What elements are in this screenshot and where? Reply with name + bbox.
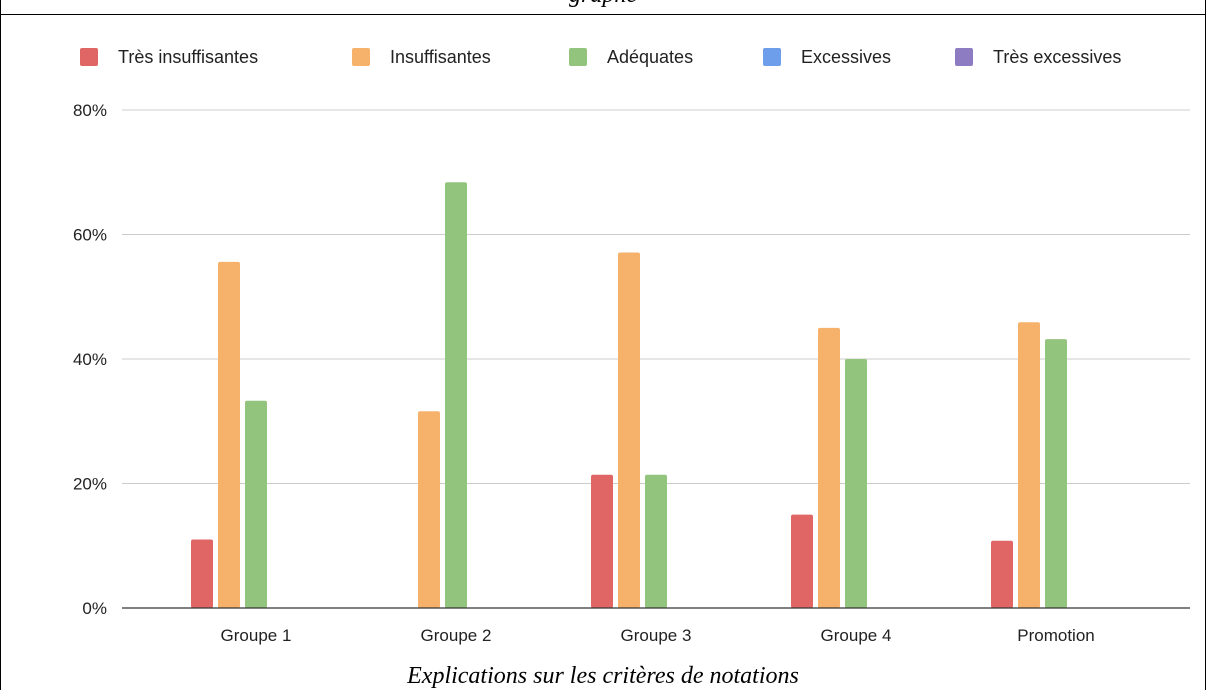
legend-label: Très excessives	[993, 47, 1121, 67]
y-tick-label: 60%	[73, 226, 107, 245]
x-axis-tick-labels: Groupe 1 Groupe 2 Groupe 3 Groupe 4 Promotio…	[221, 626, 1095, 645]
legend-label: Adéquates	[607, 47, 693, 67]
bottom-caption: Explications sur les critères de notatio…	[407, 663, 799, 689]
bar-tres-insuffisantes-groupe-4	[791, 514, 813, 608]
legend-swatch	[955, 48, 973, 66]
top-caption: graphe	[0, 0, 1206, 9]
legend-swatch	[569, 48, 587, 66]
x-tick-label: Groupe 2	[421, 626, 492, 645]
y-tick-label: 40%	[73, 350, 107, 369]
y-axis-tick-labels: 0% 20% 40% 60% 80%	[73, 101, 107, 618]
bar-insuffisantes-groupe-3	[618, 252, 640, 609]
x-tick-label: Groupe 1	[221, 626, 292, 645]
bar-insuffisantes-groupe-2	[418, 411, 440, 608]
bar-adequates-groupe-1	[245, 400, 267, 608]
y-tick-label: 0%	[82, 599, 107, 618]
legend-item-adequates: Adéquates	[569, 47, 693, 67]
y-tick-label: 80%	[73, 101, 107, 120]
x-tick-label: Promotion	[1017, 626, 1094, 645]
y-tick-label: 20%	[73, 475, 107, 494]
legend-swatch	[763, 48, 781, 66]
bar-insuffisantes-groupe-4	[818, 327, 840, 608]
bar-adequates-promotion	[1045, 339, 1067, 608]
top-rule	[0, 14, 1206, 15]
bar-insuffisantes-groupe-1	[218, 261, 240, 608]
bar-tres-insuffisantes-groupe-1	[191, 539, 213, 608]
bar-tres-insuffisantes-groupe-3	[591, 474, 613, 608]
bars	[191, 182, 1067, 609]
x-tick-label: Groupe 4	[821, 626, 892, 645]
bar-adequates-groupe-4	[845, 359, 867, 608]
legend: Très insuffisantes Insuffisantes Adéquates…	[80, 47, 1121, 67]
legend-item-insuffisantes: Insuffisantes	[352, 47, 491, 67]
bar-adequates-groupe-2	[445, 182, 467, 608]
legend-label: Très insuffisantes	[118, 47, 258, 67]
bar-insuffisantes-promotion	[1018, 322, 1040, 608]
legend-swatch	[80, 48, 98, 66]
x-tick-label: Groupe 3	[621, 626, 692, 645]
legend-label: Excessives	[801, 47, 891, 67]
legend-item-tres-insuffisantes: Très insuffisantes	[80, 47, 258, 67]
legend-item-excessives: Excessives	[763, 47, 891, 67]
bar-adequates-groupe-3	[645, 474, 667, 608]
legend-swatch	[352, 48, 370, 66]
bar-tres-insuffisantes-promotion	[991, 540, 1013, 608]
legend-label: Insuffisantes	[390, 47, 491, 67]
legend-item-tres-excessives: Très excessives	[955, 47, 1121, 67]
